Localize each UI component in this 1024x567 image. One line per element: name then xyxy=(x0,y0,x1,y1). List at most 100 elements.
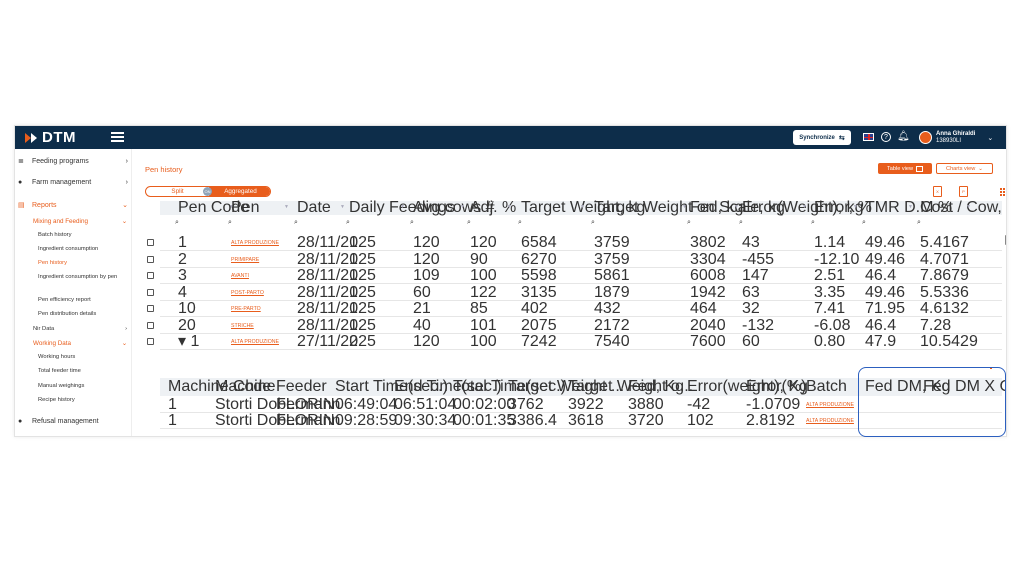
search-icon[interactable]: ⌕ xyxy=(739,219,743,226)
filter-icon[interactable]: ▼ xyxy=(400,204,405,210)
search-icon[interactable]: ⌕ xyxy=(862,219,866,226)
column-header[interactable]: Error(Weight), kg xyxy=(742,199,864,216)
filter-icon[interactable]: ▼ xyxy=(734,204,739,210)
column-header[interactable]: Daily Feedings xyxy=(349,199,455,216)
export-pdf-icon[interactable]: P xyxy=(959,186,968,197)
pen-link[interactable]: STRICHE xyxy=(231,322,254,329)
column-header[interactable]: Target Weight on Scale, kg xyxy=(594,199,785,216)
user-menu[interactable]: Anna Ghiraldi 138930LI ⌄ xyxy=(919,128,993,147)
pen-link[interactable]: PRIMIPARE xyxy=(231,256,260,263)
column-header[interactable]: Fed, kg xyxy=(690,199,744,216)
search-icon[interactable]: ⌕ xyxy=(917,219,921,226)
table-row[interactable]: ▾ 1 ALTA PRODUZIONE 27/11/2025 2 120 100 7242 7… xyxy=(147,334,1002,350)
filter-icon[interactable]: ▼ xyxy=(580,204,585,210)
sub-column-header[interactable]: Total Time(sec.) xyxy=(453,378,566,395)
language-flag-icon[interactable] xyxy=(863,133,874,141)
sidebar-item-manual-weighings[interactable]: Manual weighings xyxy=(38,383,85,389)
sub-column-header[interactable]: Fed DM X Cow... xyxy=(923,378,1006,395)
table-row[interactable]: 3 AVANTI 28/11/2025 1 109 100 5598 5861 6008 147 2… xyxy=(147,268,1002,284)
pen-link[interactable]: ALTA PRODUZIONE xyxy=(231,240,279,246)
sidebar-group-mixing-feeding[interactable]: Mixing and Feeding ⌄ xyxy=(33,218,127,225)
sub-column-header[interactable]: Error(weight), Kg xyxy=(687,378,808,395)
column-header[interactable]: Adj. % xyxy=(470,199,517,216)
search-icon[interactable]: ⌕ xyxy=(410,219,414,226)
dtm-logo[interactable]: DTM xyxy=(25,129,76,146)
sidebar-item-ingredient-consumption[interactable]: Ingredient consumption xyxy=(38,246,99,252)
sidebar-item-working-hours[interactable]: Working hours xyxy=(38,354,76,360)
search-icon[interactable]: ⌕ xyxy=(175,219,179,226)
pen-link[interactable]: POST-PARTO xyxy=(231,289,264,296)
sub-column-header[interactable]: Target Weight o... xyxy=(568,378,694,395)
column-header[interactable]: TMR D.M % xyxy=(865,199,953,216)
column-header[interactable]: Cost / Cow, € xyxy=(920,199,1007,216)
column-header[interactable]: Pen Code xyxy=(178,199,250,216)
search-icon[interactable]: ⌕ xyxy=(811,219,815,226)
filter-icon[interactable]: ▼ xyxy=(460,204,465,210)
table-row[interactable]: 4 POST-PARTO 28/11/2025 1 60 122 3135 1879 1942 6… xyxy=(147,284,1002,301)
sub-column-header[interactable]: Batch xyxy=(806,378,847,395)
row-checkbox[interactable] xyxy=(147,255,154,263)
column-header[interactable]: Date xyxy=(297,199,331,216)
synchronize-button[interactable]: Synchronize ⇆ xyxy=(793,130,851,145)
sidebar-group-nir-data[interactable]: Nir Data › xyxy=(33,326,127,333)
sub-column-header[interactable]: Target Weight ... xyxy=(508,378,625,395)
sidebar-item-feeding-programs[interactable]: ≣ Feeding programs › xyxy=(18,157,128,166)
sub-column-settings-icon[interactable] xyxy=(990,367,998,375)
sub-column-header[interactable]: Start Time(sec.) xyxy=(335,378,448,395)
pen-link[interactable]: AVANTI xyxy=(231,273,249,279)
search-icon[interactable]: ⌕ xyxy=(346,219,350,226)
notification-bell-icon[interactable]: 🔔︎ xyxy=(897,131,910,142)
filter-icon[interactable]: ▼ xyxy=(966,204,971,210)
sidebar-item-pen-distribution-details[interactable]: Pen distribution details xyxy=(38,311,97,317)
sub-column-header[interactable]: Feeder xyxy=(276,378,327,395)
sidebar-item-ingredient-consumption-by-pen[interactable]: Ingredient consumption by pen xyxy=(38,274,118,280)
column-header[interactable]: Error, % xyxy=(814,199,872,216)
sidebar-item-refusal-management[interactable]: ● Refusal management xyxy=(18,418,128,425)
sub-column-header[interactable]: Fed DM, Kg xyxy=(865,378,951,395)
filter-icon[interactable]: ▼ xyxy=(507,204,512,210)
pen-link[interactable]: ALTA PRODUZIONE xyxy=(231,339,279,345)
sidebar-item-farm-management[interactable]: ● Farm management › xyxy=(18,179,128,186)
column-header[interactable]: Avg.cows # xyxy=(413,199,495,216)
row-checkbox[interactable] xyxy=(147,321,154,329)
search-icon[interactable]: ⌕ xyxy=(518,219,522,226)
filter-icon[interactable]: ▼ xyxy=(284,204,289,210)
menu-toggle-icon[interactable] xyxy=(111,132,124,142)
batch-link[interactable]: ALTA PRODUZIONE xyxy=(806,402,854,408)
sidebar-item-reports[interactable]: ▤ Reports ⌄ xyxy=(18,201,128,210)
toggle-aggregated-label[interactable]: Aggregated xyxy=(209,187,270,196)
filter-icon[interactable]: ▼ xyxy=(853,204,858,210)
row-checkbox[interactable] xyxy=(147,288,154,296)
pen-link[interactable]: PRE-PARTO xyxy=(231,306,261,312)
search-icon[interactable]: ⌕ xyxy=(228,219,232,226)
row-checkbox[interactable] xyxy=(147,239,154,246)
row-checkbox[interactable] xyxy=(147,272,154,279)
charts-view-button[interactable]: Charts view ⌄ xyxy=(936,163,993,174)
sub-column-header[interactable]: Machine Code xyxy=(168,378,272,395)
table-row[interactable]: 10 PRE-PARTO 28/11/2025 1 21 85 402 432 464 32 7.4… xyxy=(147,301,1002,317)
column-header[interactable]: Target Weight, kg xyxy=(521,199,646,216)
sub-column-header[interactable]: End Time(sec.) xyxy=(394,378,502,395)
sub-table-row[interactable]: 1 Storti Dobermann FLORIN 09:28:59 09:30:34 0… xyxy=(160,413,1002,429)
sidebar-item-batch-history[interactable]: Batch history xyxy=(38,232,72,238)
sub-table-row[interactable]: 1 Storti Dobermann FLORIN 06:49:04 06:51:04 0… xyxy=(160,397,1002,413)
column-header[interactable]: Pen xyxy=(231,199,260,216)
batch-link[interactable]: ALTA PRODUZIONE xyxy=(806,418,854,424)
table-scrollbar[interactable] xyxy=(1005,235,1006,245)
sidebar-group-working-data[interactable]: Working Data ⌄ xyxy=(33,340,127,347)
filter-icon[interactable]: ▼ xyxy=(229,204,234,210)
search-icon[interactable]: ⌕ xyxy=(467,219,471,226)
table-row[interactable]: 1 ALTA PRODUZIONE 28/11/2025 1 120 120 6584 375… xyxy=(147,235,1002,251)
table-row[interactable]: 2 PRIMIPARE 28/11/2025 1 120 90 6270 3759 3304 -4… xyxy=(147,251,1002,268)
export-excel-icon[interactable]: X xyxy=(933,186,942,197)
sub-column-header[interactable]: Error(%) xyxy=(746,378,807,395)
sidebar-item-pen-history[interactable]: Pen history xyxy=(38,260,67,266)
filter-icon[interactable]: ▼ xyxy=(340,204,345,210)
sidebar-item-total-feeder-time[interactable]: Total feeder time xyxy=(38,368,81,374)
sidebar-item-pen-efficiency-report[interactable]: Pen efficiency report xyxy=(38,297,91,303)
row-checkbox[interactable] xyxy=(147,305,154,312)
row-checkbox[interactable] xyxy=(147,338,154,345)
table-view-button[interactable]: Table view xyxy=(878,163,932,174)
sidebar-item-recipe-history[interactable]: Recipe history xyxy=(38,397,75,403)
filter-icon[interactable]: ▼ xyxy=(802,204,807,210)
